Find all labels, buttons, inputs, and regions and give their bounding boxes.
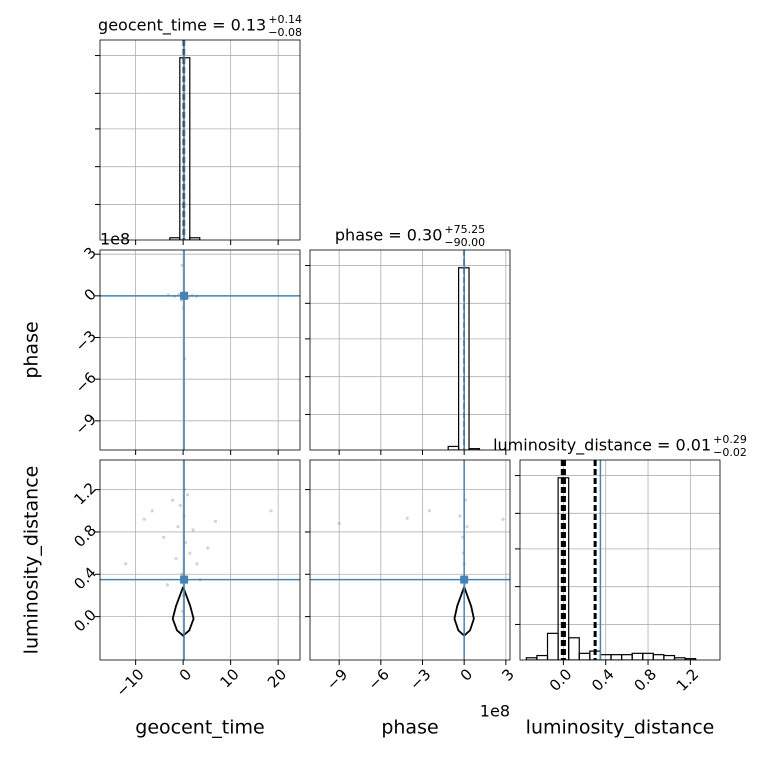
hist-bin	[557, 477, 570, 660]
y-offset-label: 1e8	[100, 230, 130, 249]
hist-bin	[610, 654, 623, 660]
x-tick-label: 10	[216, 665, 242, 691]
panel	[310, 460, 510, 660]
sample-point	[269, 509, 273, 513]
panel	[310, 250, 510, 450]
x-tick-label: −10	[113, 665, 148, 700]
x-tick-label: −6	[364, 665, 392, 693]
sample-point	[213, 519, 218, 523]
truth-marker	[180, 291, 189, 300]
y-tick-label: 0.4	[70, 564, 100, 594]
sample-point	[185, 493, 190, 497]
panel	[100, 250, 300, 450]
y-tick-label: 0.8	[70, 521, 100, 551]
contour	[171, 586, 195, 637]
frame	[99, 249, 301, 451]
sample-point	[174, 556, 178, 561]
x-tick-label: 0	[176, 665, 195, 684]
panel	[520, 460, 720, 660]
panel-title: phase = 0.30	[335, 226, 442, 245]
x-tick-label: 0.0	[546, 665, 576, 695]
sample-point	[191, 528, 195, 532]
hist-bin	[652, 654, 665, 660]
panel	[100, 460, 300, 660]
hist-bin	[447, 445, 460, 450]
x-tick-label: −3	[406, 665, 434, 693]
hist-bin	[663, 654, 676, 660]
y-tick-label: −9	[72, 410, 100, 438]
hist-bin	[578, 652, 591, 660]
x-tick-label: 1.2	[673, 665, 703, 695]
sample-point	[171, 498, 175, 502]
sample-point	[188, 551, 192, 555]
sample-point	[501, 517, 505, 521]
truth-marker	[460, 575, 469, 584]
sample-point	[176, 525, 180, 529]
y-axis-label: phase	[21, 321, 43, 378]
frame	[519, 459, 721, 661]
title-plus: +75.25	[444, 223, 485, 236]
y-tick-label: −3	[72, 327, 100, 355]
sample-point	[458, 514, 462, 518]
sample-point	[124, 562, 128, 566]
x-tick-label: 0.4	[588, 665, 618, 695]
x-tick-label: 0	[457, 665, 476, 684]
title-plus: +0.29	[713, 433, 747, 446]
sample-point	[465, 525, 469, 529]
sample-point	[142, 517, 146, 521]
x-axis-label: geocent_time	[135, 717, 264, 739]
sample-point	[178, 503, 182, 508]
hist-bin	[631, 652, 644, 660]
sample-point	[206, 546, 210, 550]
hist-bin	[620, 654, 633, 660]
y-tick-label: −6	[72, 368, 100, 396]
sample-point	[150, 509, 154, 513]
y-tick-label: 3	[81, 243, 100, 262]
y-tick-label: 0.0	[70, 606, 100, 636]
sample-point	[165, 583, 170, 587]
sample-point	[337, 521, 341, 526]
hist-bin	[568, 637, 580, 660]
panel	[100, 40, 300, 240]
hist-bin	[684, 658, 697, 660]
hist-bin	[546, 632, 559, 660]
sample-point	[195, 562, 199, 566]
truth-marker	[180, 575, 189, 584]
x-tick-label: 3	[498, 665, 517, 684]
x-offset-label: 1e8	[480, 702, 510, 721]
title-plus: +0.14	[268, 13, 302, 26]
y-axis-label: luminosity_distance	[21, 466, 43, 655]
x-tick-label: 20	[264, 665, 290, 691]
y-tick-label: 1.2	[70, 479, 100, 509]
title-minus: −0.08	[268, 26, 302, 39]
frame	[99, 459, 301, 661]
sample-point	[405, 516, 409, 520]
panel-title: luminosity_distance = 0.01	[493, 436, 711, 456]
panel-title: geocent_time = 0.13	[98, 16, 266, 36]
hist-bin	[536, 654, 549, 660]
frame	[309, 249, 511, 451]
x-axis-label: luminosity_distance	[526, 717, 715, 739]
sample-point	[180, 572, 184, 576]
title-minus: −0.02	[713, 446, 747, 459]
sample-point	[162, 535, 166, 539]
sample-point	[180, 263, 184, 267]
sample-point	[427, 509, 432, 513]
title-minus: −90.00	[444, 236, 485, 249]
frame	[309, 459, 511, 661]
frame	[99, 39, 301, 241]
x-tick-label: −9	[323, 665, 351, 693]
x-tick-label: 0.8	[630, 665, 660, 695]
x-axis-label: phase	[381, 717, 438, 739]
y-tick-label: 0	[81, 285, 100, 304]
